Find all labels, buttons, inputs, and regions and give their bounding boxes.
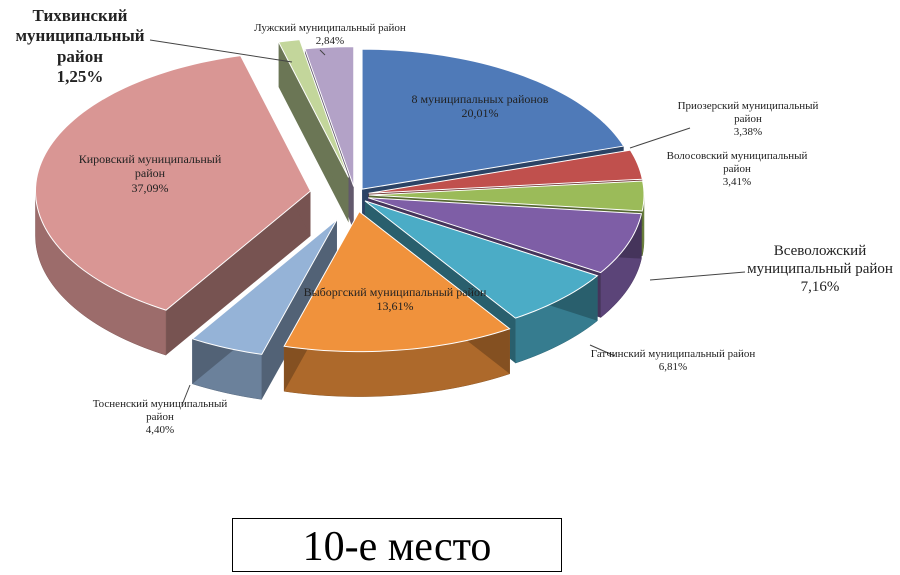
value-label: 6,81%	[658, 361, 688, 374]
slice-label: Всеволожский муниципальный район 7,16%	[730, 242, 900, 296]
category-label: Кировский муниципальный район	[78, 152, 222, 181]
leader-line	[149, 39, 293, 63]
slice	[191, 219, 338, 400]
value-label: 1,25%	[56, 67, 104, 87]
leader-line	[319, 49, 326, 56]
category-label: Выборгский муниципальный район	[303, 285, 487, 299]
leader-line	[181, 384, 191, 406]
slice-top	[304, 46, 355, 187]
leader-line	[629, 127, 691, 149]
slice-top	[191, 219, 338, 355]
category-label: Приозерский муниципальный район	[677, 100, 819, 126]
caption: 10-е место	[232, 518, 562, 572]
slice-label: Тосненский муниципальный район 4,40%	[85, 398, 235, 438]
value-label: 13,61%	[376, 299, 414, 314]
slice-top	[364, 200, 599, 319]
slice-wall	[166, 191, 311, 356]
slice-top	[277, 39, 349, 178]
value-label: 2,84%	[315, 35, 345, 48]
slice-label: Приозерский муниципальный район 3,38%	[673, 100, 823, 140]
category-label: Лужский муниципальный район	[254, 22, 406, 34]
category-label: Волосовский муниципальный район	[666, 150, 808, 176]
value-label: 3,41%	[722, 176, 752, 189]
slice-top	[283, 210, 511, 353]
slice-top	[368, 197, 643, 274]
leader-lines	[149, 39, 746, 406]
slice-label: Волосовский муниципальный район 3,41%	[652, 150, 822, 190]
value-label: 7,16%	[800, 279, 840, 295]
value-label: 20,01%	[461, 106, 499, 121]
category-label: Тихвинский муниципальный район	[15, 6, 145, 66]
slice-top	[361, 48, 625, 190]
leader-line	[649, 271, 746, 281]
value-label: 3,38%	[733, 126, 763, 139]
slice-label: Выборгский муниципальный район 13,61%	[300, 285, 490, 314]
category-label: Всеволожский муниципальный район	[747, 243, 893, 277]
category-label: Гатчинский муниципальный район	[590, 348, 756, 360]
slice	[283, 210, 511, 397]
slice-wall	[278, 42, 349, 223]
leader-line	[589, 344, 616, 357]
slice	[277, 39, 349, 223]
slice-label: Лужский муниципальный район 2,84%	[215, 22, 445, 48]
slice-label: Гатчинский муниципальный район 6,81%	[578, 348, 768, 374]
slice-label: 8 муниципальных районов 20,01%	[385, 92, 575, 121]
value-label: 37,09%	[131, 180, 169, 195]
category-label: Тосненский муниципальный район	[92, 398, 228, 424]
slice-label: Тихвинский муниципальный район 1,25%	[0, 6, 160, 88]
value-label: 4,40%	[145, 424, 175, 437]
slice-top	[34, 55, 312, 311]
category-label: 8 муниципальных районов	[411, 92, 549, 106]
slice-label: Кировский муниципальный район 37,09%	[65, 152, 235, 195]
slice-top	[368, 149, 643, 194]
slice	[34, 55, 312, 356]
slice-top	[368, 180, 645, 212]
